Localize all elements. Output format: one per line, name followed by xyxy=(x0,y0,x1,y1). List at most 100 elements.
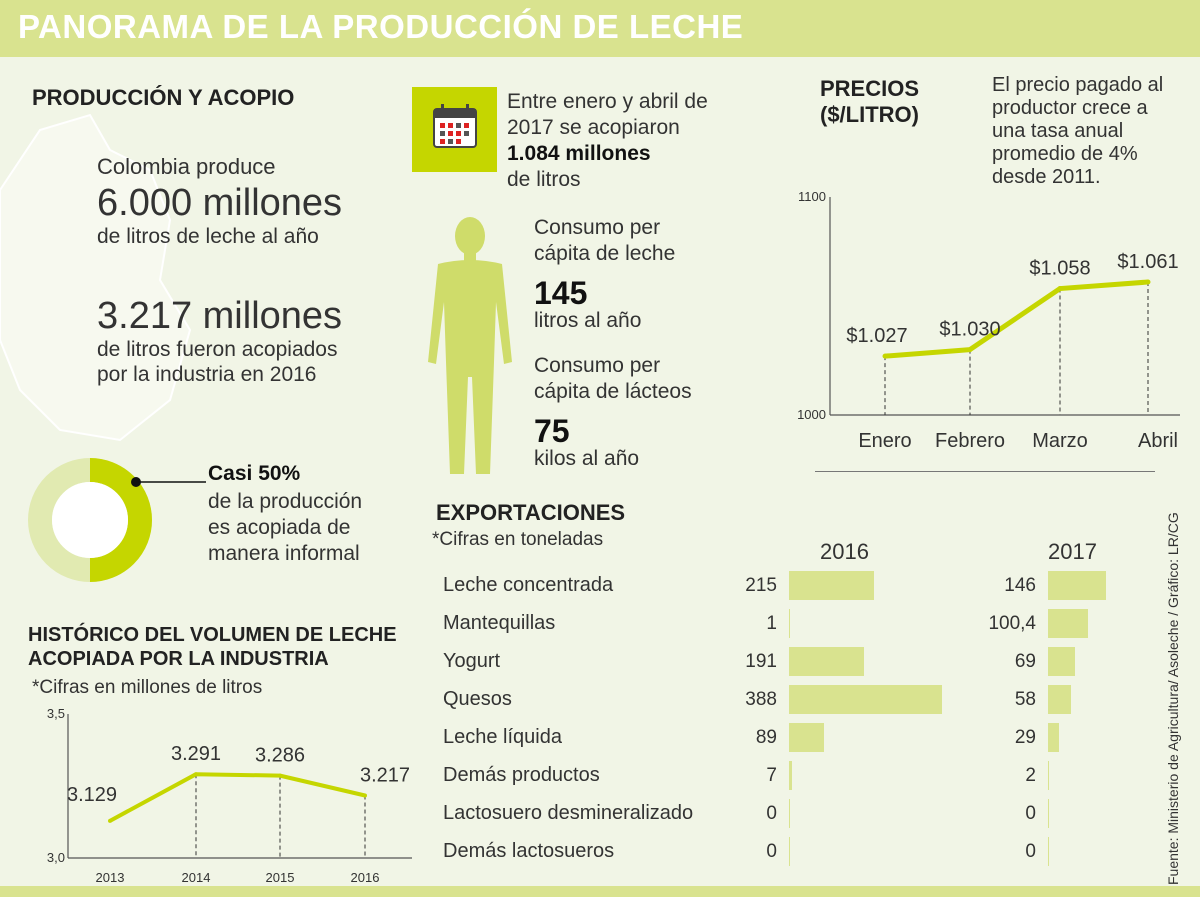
exportaciones-value-2016: 89 xyxy=(755,727,777,748)
exportaciones-category-label: Demás lactosueros xyxy=(443,840,615,862)
historico-line-chart: 3,5 3,0 3.129 2013 3.291 2014 3.286 2015 3.217 20… xyxy=(47,706,412,885)
historico-point xyxy=(194,772,198,777)
consumo-lacteos-number: 75 xyxy=(534,413,570,449)
acopio-line1: Entre enero y abril de xyxy=(507,90,708,113)
footer-bar xyxy=(0,886,1200,897)
historico-x-tick: 2013 xyxy=(96,870,125,885)
informal-donut-chart xyxy=(28,458,152,582)
page-title: PANORAMA DE LA PRODUCCIÓN DE LECHE xyxy=(18,8,744,45)
precios-y-tick: 1100 xyxy=(798,189,826,204)
exportaciones-title: EXPORTACIONES xyxy=(436,500,626,525)
historico-title-line2: ACOPIADA POR LA INDUSTRIA xyxy=(28,648,329,670)
historico-x-tick: 2014 xyxy=(182,870,211,885)
exportaciones-value-2016: 7 xyxy=(766,765,777,786)
acopio-line4: de litros xyxy=(507,168,581,191)
precios-note-line2: productor crece a xyxy=(992,97,1148,119)
informal-line2: es acopiada de xyxy=(208,516,351,539)
precios-note: El precio pagado al productor crece a un… xyxy=(992,74,1163,189)
exportaciones-category-label: Leche líquida xyxy=(443,726,562,748)
historico-data-label: 3.129 xyxy=(67,784,117,806)
precios-data-label: $1.061 xyxy=(1117,251,1178,273)
produccion-title: PRODUCCIÓN Y ACOPIO xyxy=(32,85,295,110)
exportaciones-category-label: Quesos xyxy=(443,688,512,710)
produccion-line2: de litros de leche al año xyxy=(97,225,319,248)
historico-data-label: 3.286 xyxy=(255,745,305,767)
person-silhouette-icon xyxy=(428,217,512,474)
exportaciones-category-label: Lactosuero desmineralizado xyxy=(443,802,694,824)
exportaciones-value-2017: 58 xyxy=(1014,689,1036,710)
exportaciones-value-2017: 2 xyxy=(1025,765,1036,786)
acopio-line3: 1.084 millones xyxy=(507,142,651,165)
produccion-big1: 6.000 millones xyxy=(97,182,343,224)
precios-note-line4: promedio de 4% xyxy=(992,143,1138,165)
exportaciones-bar-2017 xyxy=(1048,685,1071,714)
informal-line1: de la producción xyxy=(208,490,363,513)
consumo-leche-unit: litros al año xyxy=(534,309,642,332)
exportaciones-bar-2016 xyxy=(789,799,790,828)
consumo-lacteos-unit: kilos al año xyxy=(534,447,640,470)
colombia-map-silhouette xyxy=(0,113,192,442)
exportaciones-category-label: Mantequillas xyxy=(443,612,556,634)
exportaciones-year-2017: 2017 xyxy=(1048,539,1097,564)
precios-data-label: $1.027 xyxy=(846,325,907,347)
produccion-line1: Colombia produce xyxy=(97,154,276,179)
consumo-lacteos-line1: Consumo per xyxy=(534,354,661,377)
donut-hole xyxy=(52,482,128,558)
informal-bold: Casi 50% xyxy=(208,462,301,485)
historico-point xyxy=(278,773,282,778)
consumo-lacteos-line2: cápita de lácteos xyxy=(534,380,692,403)
exportaciones-bar-2016 xyxy=(789,723,825,752)
historico-point xyxy=(363,793,367,798)
exportaciones-value-2016: 215 xyxy=(745,575,777,596)
historico-data-label: 3.291 xyxy=(171,743,221,765)
exportaciones-value-2016: 191 xyxy=(745,651,777,672)
historico-title-line1: HISTÓRICO DEL VOLUMEN DE LECHE xyxy=(28,624,397,646)
exportaciones-bar-2017 xyxy=(1048,723,1060,752)
precios-note-line3: una tasa anual xyxy=(992,120,1124,142)
exportaciones-bar-2017 xyxy=(1048,761,1049,790)
exportaciones-value-2016: 388 xyxy=(745,689,777,710)
exportaciones-bar-2017 xyxy=(1048,837,1049,866)
historico-x-tick: 2015 xyxy=(266,870,295,885)
precios-data-label: $1.058 xyxy=(1029,258,1090,280)
exportaciones-value-2017: 29 xyxy=(1014,727,1036,748)
exportaciones-category-label: Leche concentrada xyxy=(443,574,614,596)
exportaciones-category-label: Yogurt xyxy=(443,650,501,672)
exportaciones-bar-2016 xyxy=(789,761,792,790)
exportaciones-bar-2017 xyxy=(1048,799,1049,828)
historico-note: *Cifras en millones de litros xyxy=(32,677,263,698)
consumo-leche-line1: Consumo per xyxy=(534,216,661,239)
acopio-line2: 2017 se acopiaron xyxy=(507,116,680,139)
donut-callout-line xyxy=(131,477,206,487)
consumo-leche-line2: cápita de leche xyxy=(534,242,676,265)
produccion-line4: por la industria en 2016 xyxy=(97,363,317,386)
historico-point xyxy=(108,818,112,823)
exportaciones-bar-2016 xyxy=(789,837,790,866)
precios-series-line xyxy=(884,279,1149,359)
precios-x-tick: Abril xyxy=(1138,430,1178,452)
exportaciones-bar-2016 xyxy=(789,571,874,600)
precios-line-chart: 1100 1000 $1.027 Enero $1.030 Febrero $1.058 Ma… xyxy=(797,189,1180,452)
precios-data-label: $1.030 xyxy=(939,319,1000,341)
precios-point xyxy=(1057,286,1063,292)
exportaciones-note: *Cifras en toneladas xyxy=(432,529,604,550)
exportaciones-bar-2016 xyxy=(789,685,942,714)
exportaciones-year-2016: 2016 xyxy=(820,539,869,564)
calendar-icon xyxy=(412,87,497,172)
exportaciones-bar-2017 xyxy=(1048,571,1106,600)
historico-series-line xyxy=(109,772,366,823)
historico-data-label: 3.217 xyxy=(360,765,410,787)
exportaciones-bar-2017 xyxy=(1048,647,1076,676)
exportaciones-value-2017: 69 xyxy=(1014,651,1036,672)
precios-x-tick: Marzo xyxy=(1032,430,1088,452)
precios-x-tick: Enero xyxy=(858,430,911,452)
informal-line3: manera informal xyxy=(208,542,360,565)
precios-x-tick: Febrero xyxy=(935,430,1005,452)
historico-y-tick: 3,5 xyxy=(47,706,65,721)
exportaciones-bar-2017 xyxy=(1048,609,1088,638)
produccion-line3: de litros fueron acopiados xyxy=(97,338,338,361)
historico-y-tick: 3,0 xyxy=(47,850,65,865)
exportaciones-bar-2016 xyxy=(789,609,790,638)
precios-point xyxy=(882,353,888,359)
exportaciones-value-2017: 0 xyxy=(1025,803,1036,824)
